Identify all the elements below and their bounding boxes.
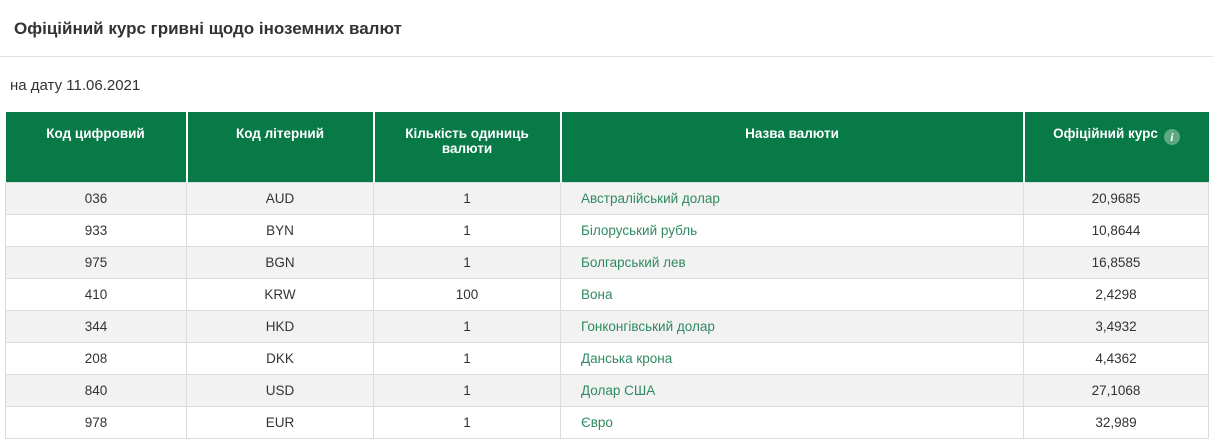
currency-name-cell: Болгарський лев: [560, 246, 1024, 279]
units-cell: 1: [373, 342, 561, 375]
currency-name-cell: Австралійський долар: [560, 182, 1024, 215]
letter-code-cell: BYN: [186, 214, 374, 247]
units-cell: 1: [373, 182, 561, 215]
table-row: 344 HKD 1 Гонконгівський долар 3,4932: [5, 310, 1209, 343]
currency-name-cell: Гонконгівський долар: [560, 310, 1024, 343]
currency-name-cell: Євро: [560, 406, 1024, 439]
rate-cell: 3,4932: [1023, 310, 1209, 343]
table-row: 208 DKK 1 Данська крона 4,4362: [5, 342, 1209, 375]
numeric-code-cell: 036: [5, 182, 187, 215]
header-official-rate-label: Офіційний курс: [1053, 126, 1158, 141]
units-cell: 1: [373, 214, 561, 247]
numeric-code-cell: 933: [5, 214, 187, 247]
table-row: 840 USD 1 Долар США 27,1068: [5, 374, 1209, 407]
table-header: Код цифровий Код літерний Кількість один…: [5, 112, 1209, 183]
numeric-code-cell: 840: [5, 374, 187, 407]
header-units: Кількість одиниць валюти: [372, 112, 561, 183]
currency-name-link[interactable]: Євро: [581, 415, 613, 430]
header-letter-code: Код літерний: [185, 112, 374, 183]
units-cell: 100: [373, 278, 561, 311]
currency-name-link[interactable]: Долар США: [581, 383, 656, 398]
rate-cell: 27,1068: [1023, 374, 1209, 407]
rate-cell: 10,8644: [1023, 214, 1209, 247]
table-row: 933 BYN 1 Білоруський рубль 10,8644: [5, 214, 1209, 247]
units-cell: 1: [373, 246, 561, 279]
units-cell: 1: [373, 310, 561, 343]
header-currency-name: Назва валюти: [559, 112, 1024, 183]
rate-cell: 16,8585: [1023, 246, 1209, 279]
title-bar: Офіційний курс гривні щодо іноземних вал…: [0, 0, 1213, 57]
numeric-code-cell: 975: [5, 246, 187, 279]
letter-code-cell: DKK: [186, 342, 374, 375]
table-row: 036 AUD 1 Австралійський долар 20,9685: [5, 182, 1209, 215]
rate-cell: 2,4298: [1023, 278, 1209, 311]
letter-code-cell: BGN: [186, 246, 374, 279]
numeric-code-cell: 344: [5, 310, 187, 343]
letter-code-cell: USD: [186, 374, 374, 407]
header-official-rate: Офіційний курс i: [1022, 112, 1209, 183]
currency-name-cell: Білоруський рубль: [560, 214, 1024, 247]
table-row: 975 BGN 1 Болгарський лев 16,8585: [5, 246, 1209, 279]
currency-name-cell: Долар США: [560, 374, 1024, 407]
currency-name-link[interactable]: Австралійський долар: [581, 191, 720, 206]
currency-name-link[interactable]: Гонконгівський долар: [581, 319, 715, 334]
table-row: 410 KRW 100 Вона 2,4298: [5, 278, 1209, 311]
currency-name-link[interactable]: Білоруський рубль: [581, 223, 698, 238]
currency-name-link[interactable]: Вона: [581, 287, 613, 302]
rate-cell: 20,9685: [1023, 182, 1209, 215]
currency-name-cell: Данська крона: [560, 342, 1024, 375]
currency-name-cell: Вона: [560, 278, 1024, 311]
numeric-code-cell: 208: [5, 342, 187, 375]
exchange-rates-table: Код цифровий Код літерний Кількість один…: [5, 112, 1209, 439]
rate-cell: 4,4362: [1023, 342, 1209, 375]
letter-code-cell: AUD: [186, 182, 374, 215]
currency-name-link[interactable]: Болгарський лев: [581, 255, 686, 270]
table-body: 036 AUD 1 Австралійський долар 20,9685 9…: [5, 182, 1209, 439]
currency-name-link[interactable]: Данська крона: [581, 351, 673, 366]
info-icon[interactable]: i: [1163, 129, 1180, 145]
units-cell: 1: [373, 374, 561, 407]
header-numeric-code: Код цифровий: [5, 112, 187, 183]
letter-code-cell: KRW: [186, 278, 374, 311]
numeric-code-cell: 410: [5, 278, 187, 311]
letter-code-cell: HKD: [186, 310, 374, 343]
page-title: Офіційний курс гривні щодо іноземних вал…: [14, 19, 402, 38]
date-label: на дату 11.06.2021: [10, 77, 141, 94]
